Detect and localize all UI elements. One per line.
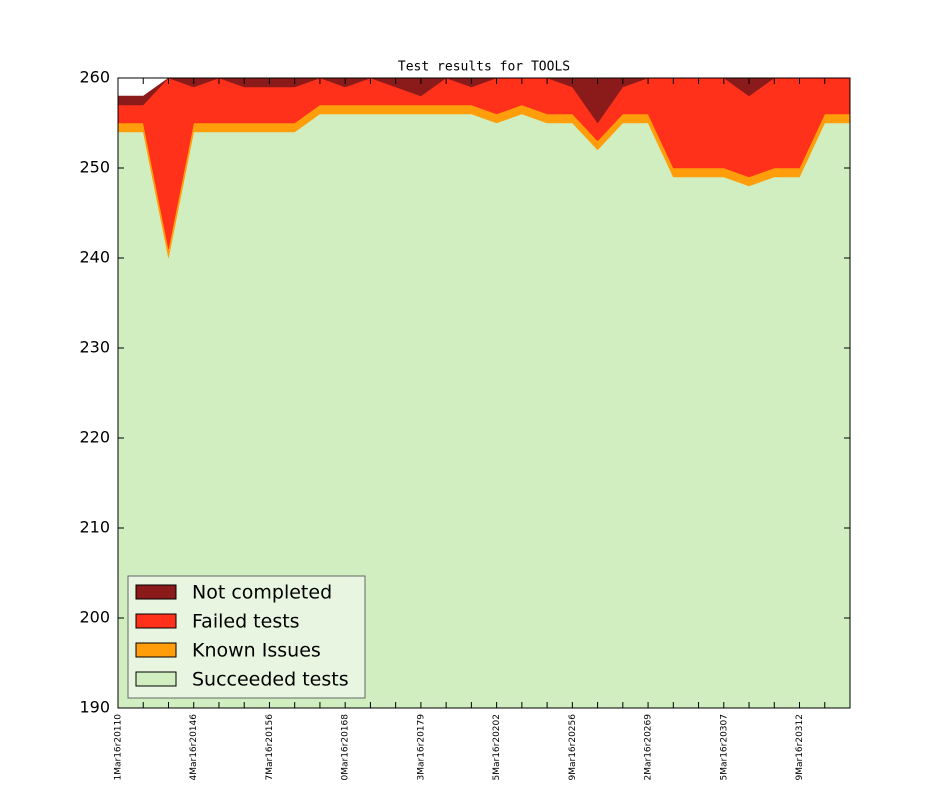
x-tick-label: 4Mar16r20146	[189, 714, 199, 781]
legend-label: Known Issues	[192, 640, 321, 662]
legend-swatch	[135, 642, 177, 658]
x-tick-label: 5Mar16r20202	[492, 714, 502, 781]
legend-label: Succeeded tests	[192, 669, 349, 691]
plot-frame	[117, 77, 851, 709]
legend-swatch	[135, 584, 177, 600]
legend-label: Failed tests	[192, 611, 300, 633]
y-tick-label: 200	[79, 608, 110, 627]
y-tick-label: 250	[79, 158, 110, 177]
legend: Not completed Failed tests Known Issues Suc…	[127, 575, 366, 699]
y-tick-label: 220	[79, 428, 110, 447]
y-tick-label: 210	[79, 518, 110, 537]
y-tick-label: 190	[79, 698, 110, 717]
x-tick-label: 9Mar16r20256	[568, 714, 578, 781]
x-tick-label: 7Mar16r20156	[265, 714, 275, 781]
x-tick-label: 9Mar16r20312	[795, 714, 805, 781]
y-tick-label: 230	[79, 338, 110, 357]
legend-swatch	[135, 671, 177, 687]
chart-title: Test results for TOOLS	[398, 60, 570, 75]
legend-swatch	[135, 613, 177, 629]
x-tick-label: 2Mar16r20269	[644, 714, 654, 781]
x-tick-label: 5Mar16r20307	[719, 714, 729, 781]
x-tick-label: 3Mar16r20179	[416, 714, 426, 781]
y-tick-label: 260	[79, 68, 110, 87]
x-tick-label: 0Mar16r20168	[341, 714, 351, 781]
legend-label: Not completed	[192, 582, 332, 604]
y-tick-label: 240	[79, 248, 110, 267]
x-tick-label: 1Mar16r20110	[114, 714, 124, 781]
